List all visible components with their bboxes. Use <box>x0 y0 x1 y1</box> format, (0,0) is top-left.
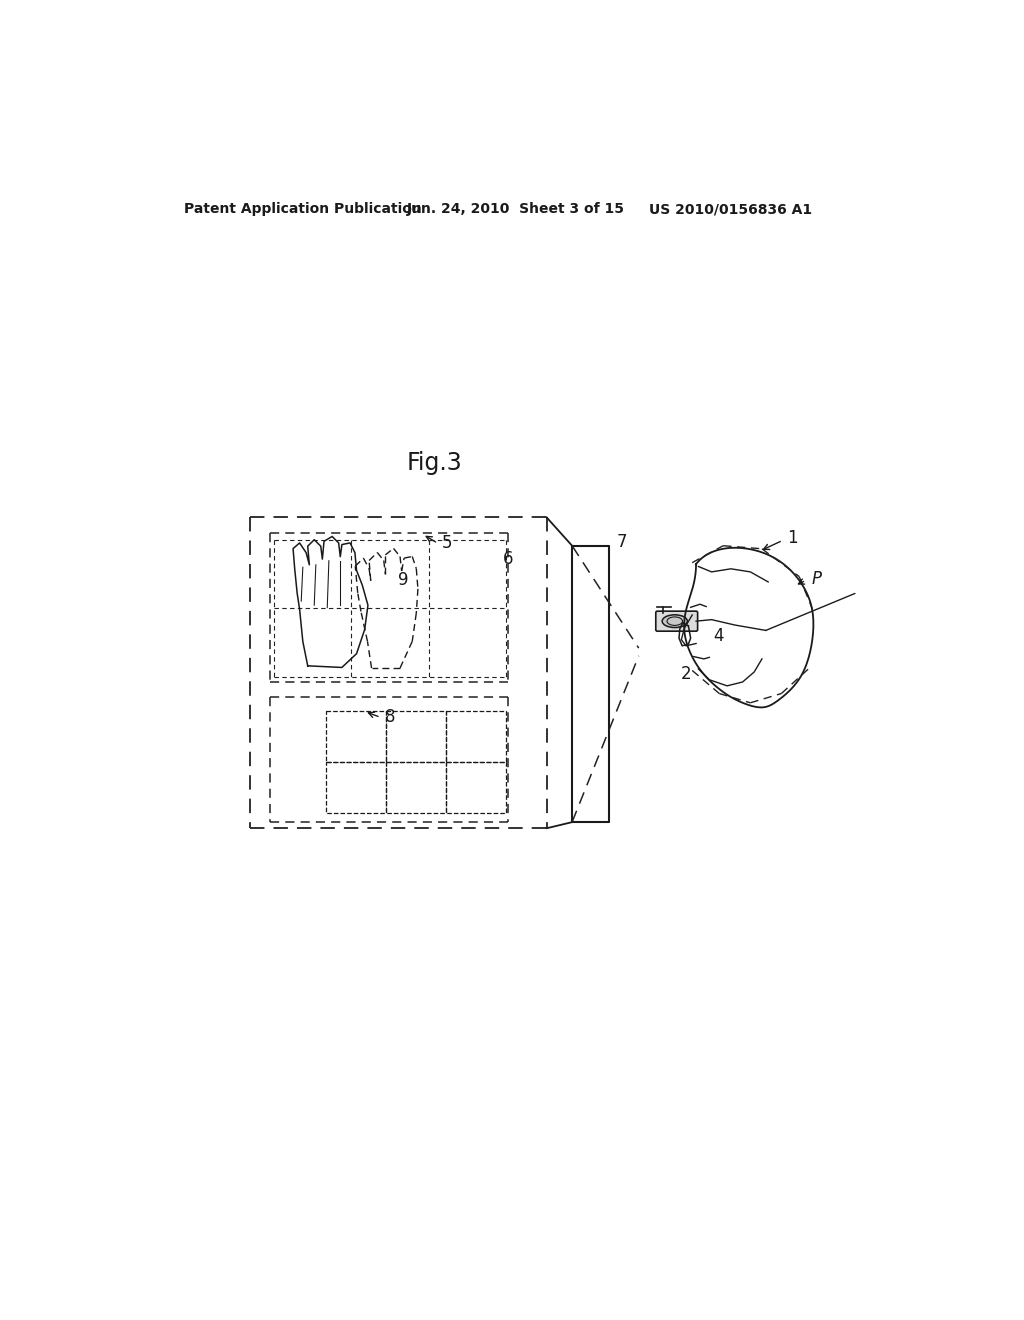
Text: 1: 1 <box>786 529 798 546</box>
Text: 6: 6 <box>503 550 513 568</box>
Text: US 2010/0156836 A1: US 2010/0156836 A1 <box>649 202 812 216</box>
Text: Fig.3: Fig.3 <box>407 450 462 475</box>
Text: 9: 9 <box>398 572 409 589</box>
Bar <box>386 711 446 762</box>
Bar <box>446 762 506 813</box>
Text: 4: 4 <box>714 627 724 644</box>
Text: 8: 8 <box>385 709 396 726</box>
Bar <box>326 762 386 813</box>
Text: Jun. 24, 2010  Sheet 3 of 15: Jun. 24, 2010 Sheet 3 of 15 <box>407 202 625 216</box>
Ellipse shape <box>663 615 687 627</box>
Text: 2: 2 <box>681 665 691 684</box>
Bar <box>386 762 446 813</box>
FancyBboxPatch shape <box>655 611 697 631</box>
Text: Patent Application Publication: Patent Application Publication <box>183 202 422 216</box>
Bar <box>326 711 386 762</box>
Text: 5: 5 <box>442 535 453 552</box>
Text: P: P <box>812 570 821 587</box>
Text: 7: 7 <box>616 533 627 550</box>
Bar <box>446 711 506 762</box>
